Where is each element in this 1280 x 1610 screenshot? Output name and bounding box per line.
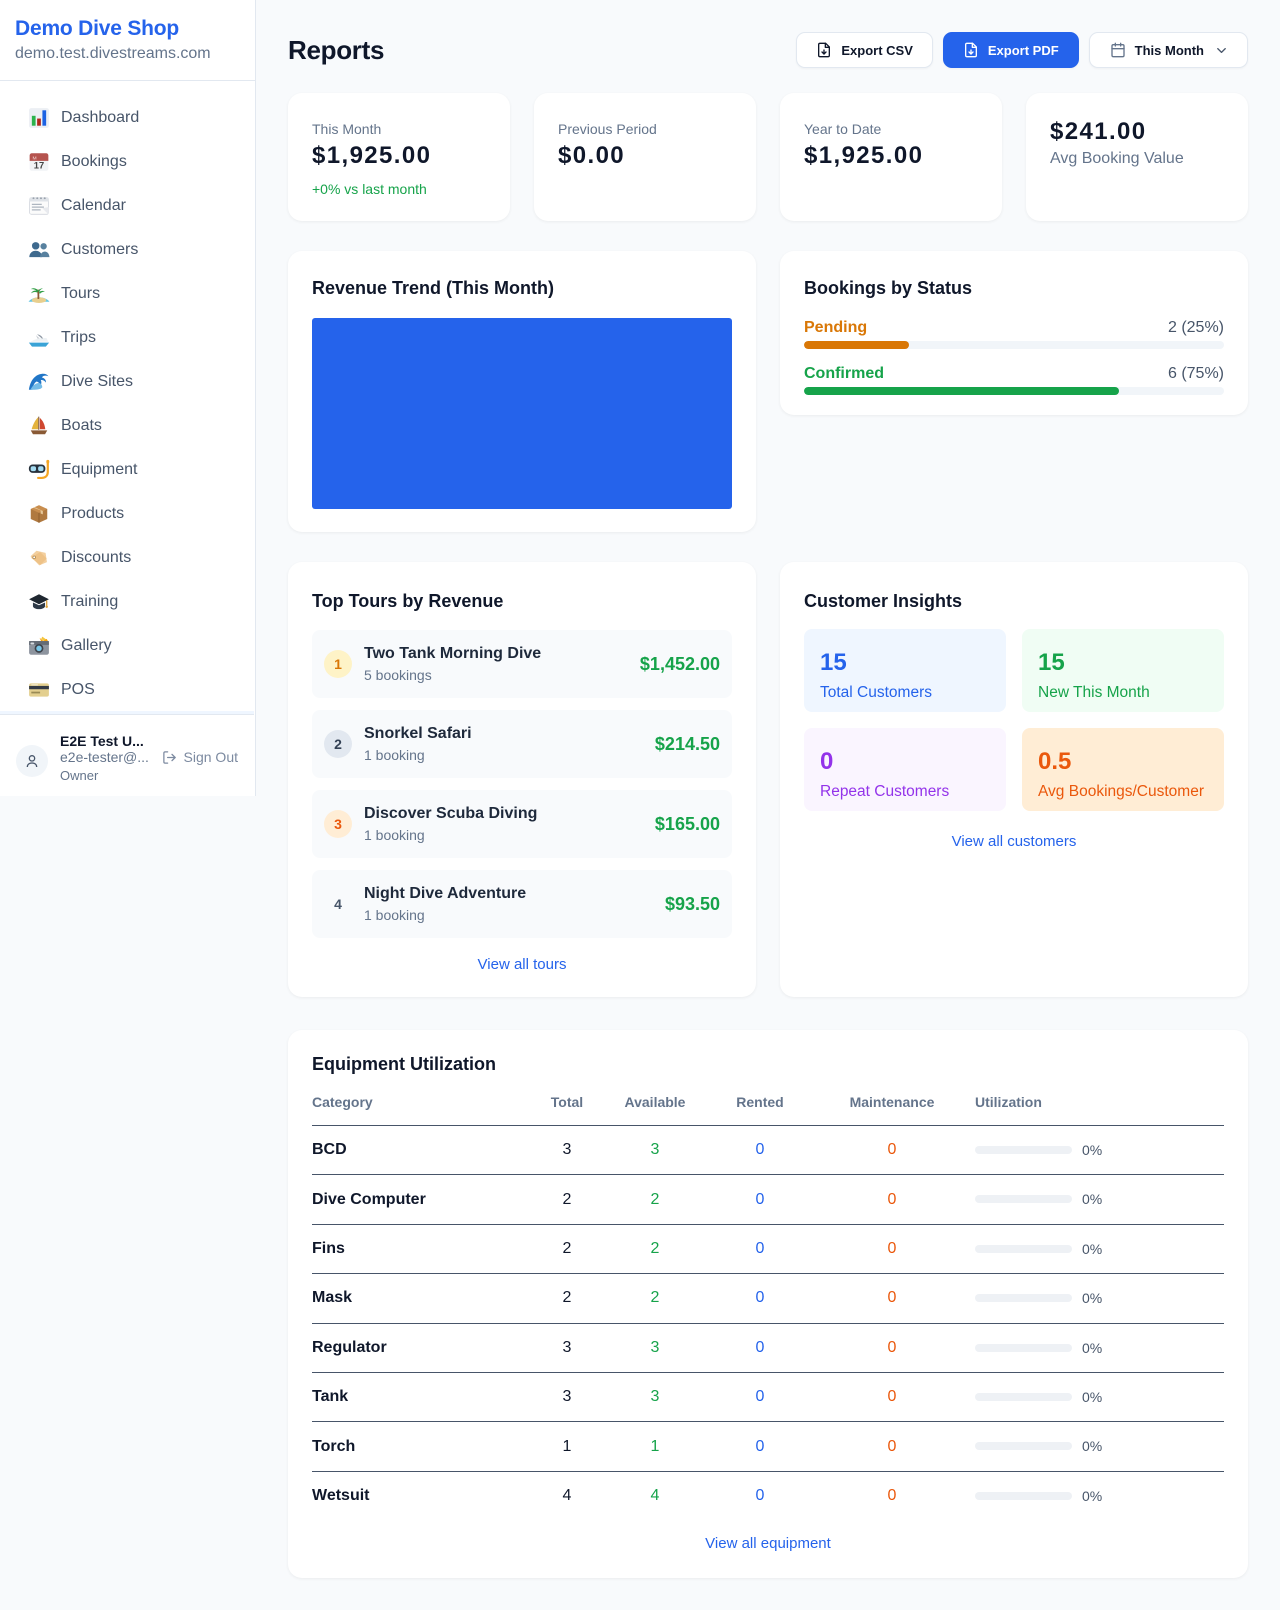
svg-text:17: 17	[34, 161, 44, 171]
svg-text:M: M	[33, 155, 37, 161]
